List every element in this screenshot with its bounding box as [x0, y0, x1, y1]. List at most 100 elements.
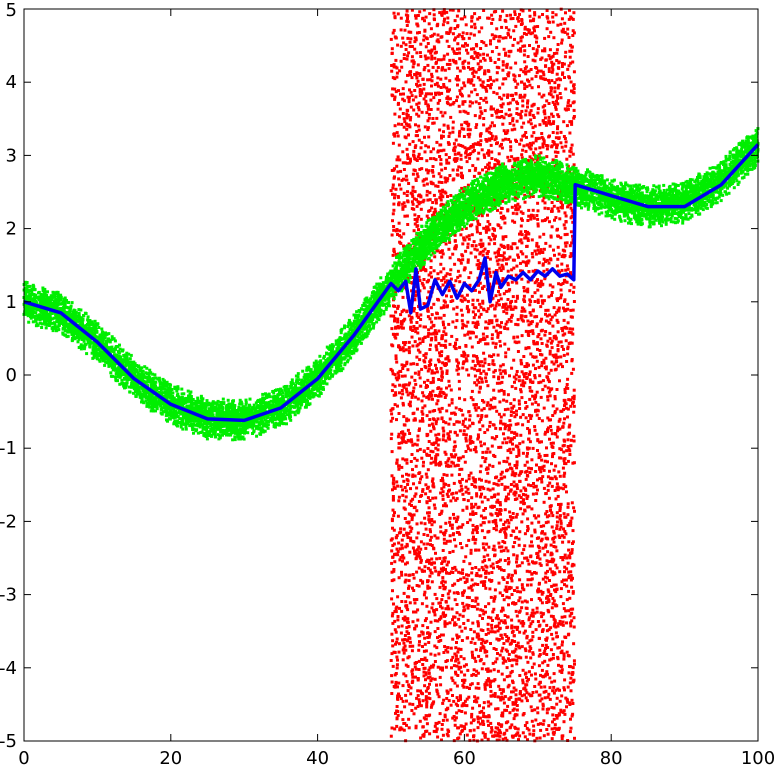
noise-point: [530, 598, 533, 602]
noise-point: [566, 205, 570, 209]
noise-point: [468, 518, 472, 522]
noise-point: [483, 86, 487, 89]
noise-point: [461, 31, 465, 35]
noise-point: [483, 559, 487, 562]
noise-point: [433, 613, 437, 617]
noise-point: [535, 736, 539, 740]
noise-point: [539, 722, 542, 726]
noise-point: [484, 586, 488, 590]
noise-point: [459, 571, 463, 575]
noise-point: [537, 682, 541, 686]
noise-point: [509, 245, 513, 249]
noise-point: [551, 713, 555, 717]
noise-point: [427, 610, 431, 614]
noise-point: [551, 653, 555, 656]
noise-point: [481, 542, 485, 546]
noise-point: [407, 351, 411, 355]
noise-point: [571, 152, 575, 156]
noise-point: [460, 227, 464, 231]
noise-point: [504, 351, 508, 355]
noise-point: [400, 609, 404, 613]
noise-point: [392, 578, 396, 582]
noise-point: [501, 661, 505, 665]
noise-point: [470, 588, 474, 592]
noise-point: [450, 460, 454, 464]
noise-point: [474, 502, 478, 506]
noise-point: [490, 626, 494, 630]
noise-point: [432, 460, 436, 464]
noise-point: [526, 525, 530, 528]
noise-point: [493, 124, 496, 128]
noise-point: [474, 126, 478, 129]
noise-point: [455, 711, 459, 715]
noise-point: [400, 624, 404, 628]
noise-point: [416, 449, 420, 453]
noise-point: [438, 11, 442, 15]
noise-point: [541, 546, 545, 550]
noise-point: [459, 144, 463, 147]
noise-point: [456, 699, 460, 702]
noise-point: [515, 296, 519, 300]
noise-point: [423, 717, 427, 721]
noise-point: [403, 638, 407, 641]
noise-point: [486, 53, 489, 57]
noise-point: [405, 478, 409, 482]
noise-point: [531, 446, 535, 450]
noise-point: [476, 726, 480, 730]
noise-point: [392, 132, 396, 136]
noise-point: [483, 650, 487, 654]
noise-point: [512, 358, 516, 362]
noise-point: [520, 370, 524, 374]
noise-point: [562, 607, 566, 611]
noise-point: [444, 242, 448, 246]
noise-point: [546, 663, 550, 667]
noise-point: [507, 697, 511, 701]
noise-point: [454, 289, 458, 293]
noise-point: [568, 701, 572, 705]
noise-point: [427, 22, 431, 26]
noise-point: [413, 190, 417, 194]
noise-point: [430, 677, 434, 681]
noise-point: [439, 203, 443, 207]
noise-point: [462, 664, 466, 668]
noise-point: [471, 621, 475, 625]
noise-point: [498, 144, 502, 148]
noise-point: [520, 694, 524, 698]
noise-point: [528, 311, 532, 315]
noise-point: [503, 304, 507, 308]
noise-point: [461, 37, 465, 41]
noise-point: [525, 454, 529, 458]
noise-point: [501, 657, 505, 660]
noise-point: [484, 414, 488, 418]
noise-point: [481, 617, 484, 620]
noise-point: [571, 542, 574, 545]
noise-point: [505, 738, 509, 742]
noise-point: [555, 716, 559, 720]
noise-point: [462, 657, 466, 661]
noise-point: [479, 47, 483, 50]
noise-point: [419, 494, 423, 498]
noise-point: [470, 682, 474, 686]
noise-point: [464, 555, 468, 559]
noise-point: [541, 707, 545, 711]
noise-point: [457, 570, 461, 574]
noise-point: [526, 290, 530, 294]
noise-point: [535, 322, 539, 326]
noise-point: [441, 479, 445, 483]
noise-point: [495, 46, 499, 49]
noise-point: [478, 488, 482, 492]
noise-point: [420, 91, 424, 95]
noise-point: [472, 738, 476, 742]
noise-point: [476, 624, 480, 628]
noise-point: [410, 8, 414, 12]
noise-point: [419, 42, 423, 46]
noise-point: [566, 459, 570, 463]
noise-point: [430, 479, 434, 483]
noise-point: [515, 246, 519, 250]
noise-point: [405, 108, 409, 112]
noise-point: [546, 695, 550, 699]
noise-point: [432, 157, 436, 161]
noise-point: [561, 623, 565, 627]
noise-point: [442, 566, 445, 570]
noise-point: [440, 581, 444, 585]
